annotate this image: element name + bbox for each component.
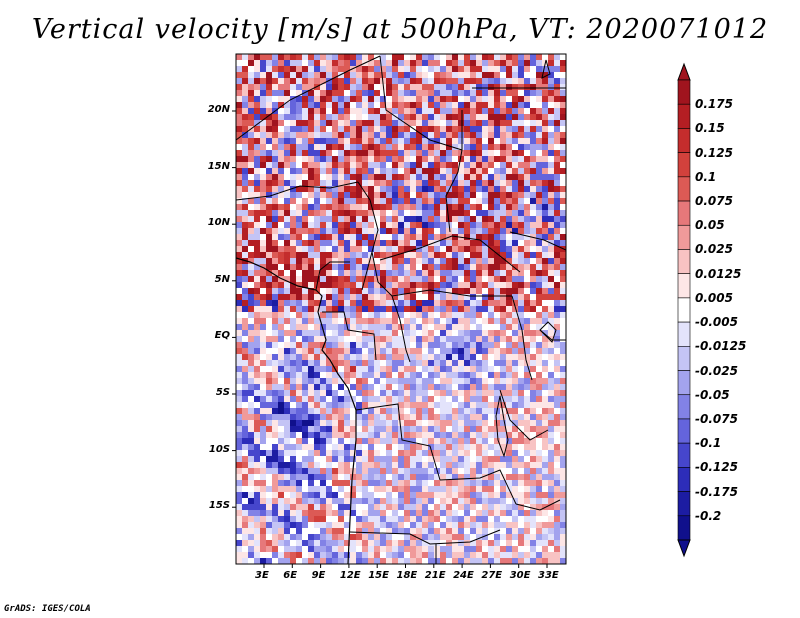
colorbar-box — [677, 321, 691, 347]
colorbar-label: 0.15 — [695, 121, 725, 136]
colorbar-box — [677, 200, 691, 226]
lake-outline — [539, 321, 557, 343]
map-frame — [235, 53, 567, 565]
coastline — [236, 257, 357, 564]
border-line — [371, 251, 512, 297]
colorbar-label: 0.175 — [695, 97, 733, 112]
lon-label: 30E — [509, 570, 531, 581]
border-line — [322, 311, 377, 361]
colorbar-box — [677, 418, 691, 444]
border-line — [357, 181, 379, 291]
lake-outline — [495, 395, 509, 458]
lat-label: 20N — [207, 104, 230, 115]
lat-label: 15S — [208, 500, 230, 512]
border-line — [355, 403, 441, 481]
colorbar-box — [677, 370, 691, 396]
lon-label: 9E — [311, 570, 326, 581]
lat-label: 5S — [215, 387, 230, 398]
border-line — [499, 389, 549, 441]
velocity-field — [236, 54, 566, 564]
colorbar-label: -0.1 — [695, 436, 722, 451]
border-line — [439, 469, 517, 505]
border-line — [509, 231, 566, 251]
colorbar-label: 0.05 — [695, 218, 725, 233]
colorbar-label: -0.05 — [695, 387, 730, 402]
colorbar-label: -0.2 — [695, 508, 722, 523]
colorbar-top-arrow — [677, 62, 691, 81]
border-line — [349, 529, 501, 545]
colorbar-box — [677, 224, 691, 250]
lon-label: 3E — [255, 570, 269, 581]
colorbar-label: -0.0125 — [695, 339, 747, 354]
border-line — [236, 55, 381, 141]
colorbar-box — [677, 394, 691, 420]
country-borders — [236, 55, 566, 564]
lat-label: 5N — [214, 273, 230, 285]
border-line — [379, 55, 463, 151]
colorbar-label: -0.175 — [695, 484, 738, 499]
colorbar-box — [677, 515, 691, 541]
colorbar-label: -0.125 — [695, 460, 738, 475]
colorbar-label: 0.125 — [695, 145, 733, 160]
lon-label: 33E — [538, 570, 559, 581]
border-line — [515, 499, 561, 511]
colorbar-box — [677, 346, 691, 371]
colorbar-box — [677, 103, 691, 129]
lat-label: EQ — [214, 330, 230, 342]
colorbar-label: -0.005 — [695, 315, 738, 330]
map-title: Vertical velocity [m/s] at 500hPa, VT: 2… — [31, 14, 769, 45]
colorbar-label: -0.075 — [695, 411, 738, 426]
border-line — [379, 235, 521, 273]
colorbar-label: 0.005 — [695, 290, 733, 305]
colorbar-box — [677, 491, 691, 517]
lon-label: 21E — [424, 570, 446, 581]
colorbar-box — [677, 152, 691, 178]
grads-credit: GrADS: IGES/COLA — [4, 604, 91, 614]
colorbar-box — [677, 176, 691, 202]
border-line — [445, 110, 463, 233]
lat-label: 10N — [207, 217, 230, 229]
axis-ticks — [232, 110, 548, 568]
colorbar-box — [677, 297, 691, 323]
colorbar-box — [677, 467, 691, 492]
colorbar-box — [677, 128, 691, 153]
colorbar-box — [677, 273, 691, 299]
lat-label: 10S — [208, 443, 230, 455]
colorbar-label: 0.0125 — [695, 266, 742, 281]
colorbar-bottom-arrow — [677, 539, 691, 558]
border-line — [236, 181, 359, 201]
colorbar-box — [677, 79, 691, 105]
colorbar-label: 0.1 — [695, 169, 717, 184]
border-line — [391, 295, 411, 363]
colorbar-label: -0.025 — [695, 363, 738, 378]
border-line — [511, 295, 533, 381]
colorbar-label: 0.075 — [695, 194, 733, 209]
lon-label: 27E — [481, 570, 503, 581]
lon-label: 24E — [453, 570, 474, 581]
colorbar-box — [677, 249, 691, 274]
lon-label: 6E — [283, 570, 298, 581]
lake-outline — [541, 59, 551, 79]
colorbar-box — [677, 442, 691, 468]
colorbar-label: 0.025 — [695, 242, 733, 257]
border-line — [315, 261, 350, 291]
lat-label: 15N — [207, 160, 230, 172]
lon-label: 15E — [368, 570, 389, 581]
lon-label: 12E — [339, 570, 361, 581]
lon-label: 18E — [396, 570, 418, 581]
